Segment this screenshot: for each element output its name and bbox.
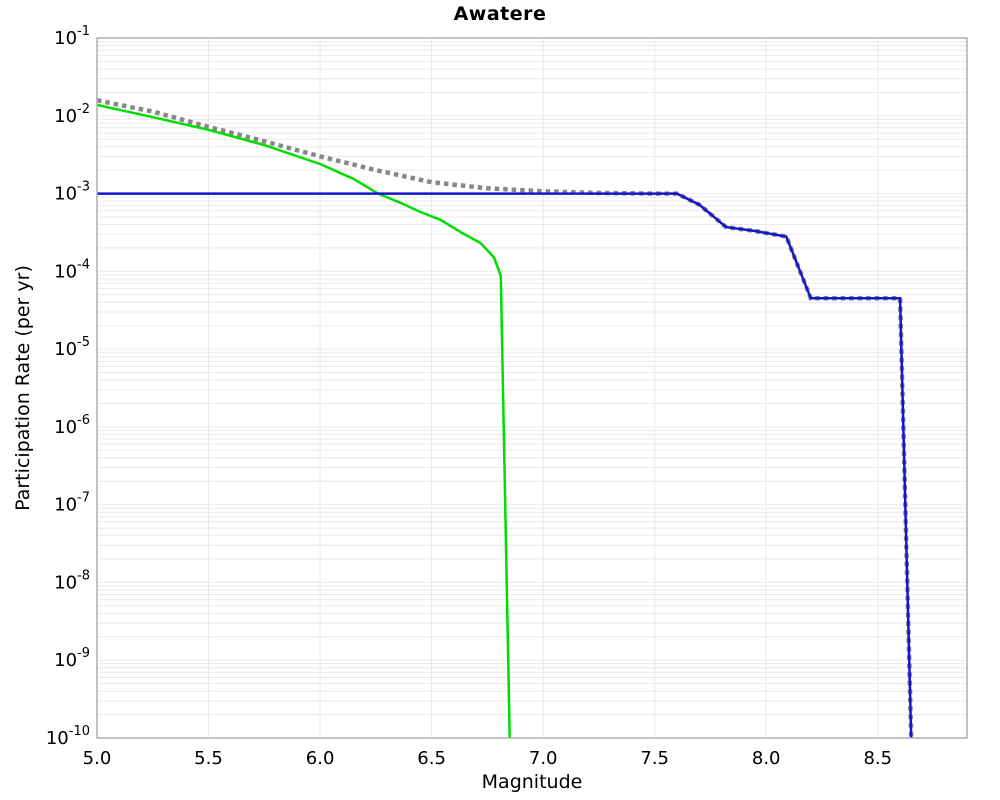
- y-tick-label: 10-6: [54, 413, 90, 438]
- y-tick-label: 10-8: [54, 568, 90, 593]
- x-axis-label: Magnitude: [481, 771, 583, 793]
- y-tick-label: 10-5: [54, 335, 90, 360]
- y-tick-label: 10-3: [54, 180, 90, 205]
- x-tick-label: 7.5: [640, 748, 669, 769]
- series-solid-blue: [97, 192, 913, 738]
- x-tick-label: 5.5: [194, 748, 223, 769]
- series-group: [96, 98, 914, 738]
- x-tick-label: 8.0: [752, 748, 781, 769]
- x-tick-label: 5.0: [83, 748, 112, 769]
- y-axis-label: Participation Rate (per yr): [12, 265, 34, 511]
- y-tick-label: 10-4: [54, 257, 90, 282]
- x-tick-label: 8.5: [863, 748, 892, 769]
- series-solid-green: [96, 103, 511, 738]
- y-tick-label: 10-9: [54, 646, 90, 671]
- x-tick-label: 6.5: [417, 748, 446, 769]
- y-tick-label: 10-10: [46, 724, 90, 749]
- plot-border: [96, 37, 968, 739]
- y-tick-label: 10-2: [54, 102, 90, 127]
- gridlines: [96, 38, 967, 739]
- x-tick-label: 7.0: [529, 748, 558, 769]
- y-tick-label: 10-7: [54, 491, 90, 516]
- chart-title: Awatere: [453, 3, 547, 25]
- x-tick-label: 6.0: [306, 748, 335, 769]
- y-tick-label: 10-1: [54, 24, 90, 49]
